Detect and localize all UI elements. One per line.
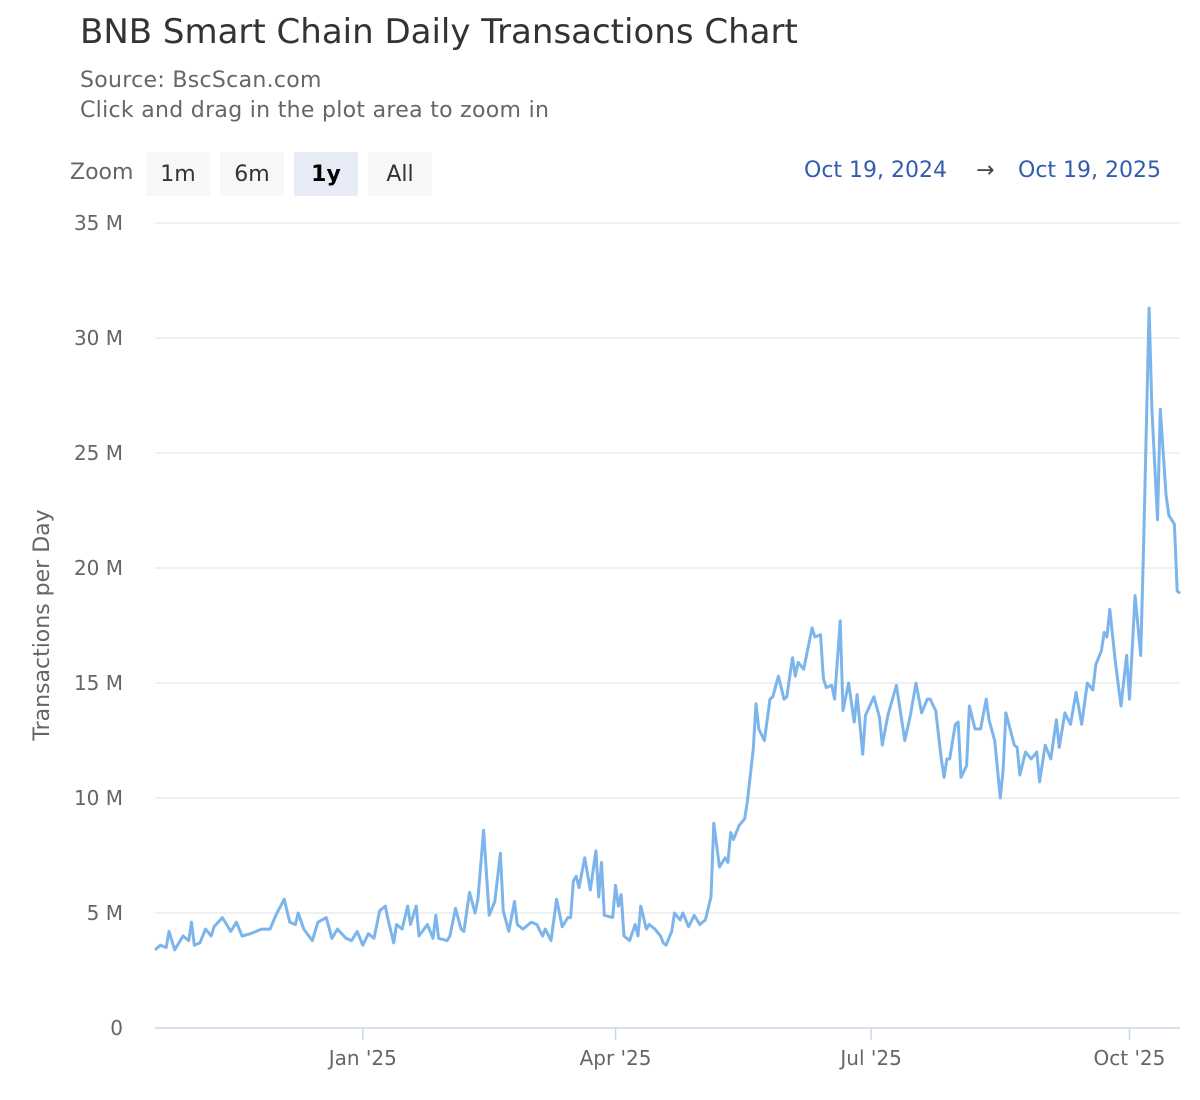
x-tick-label: Oct '25 [1094, 1046, 1166, 1070]
x-tick-label: Jul '25 [838, 1046, 901, 1070]
range-from-date[interactable]: Oct 19, 2024 [804, 158, 947, 183]
x-tick-label: Jan '25 [327, 1046, 397, 1070]
range-to-date[interactable]: Oct 19, 2025 [1018, 158, 1161, 183]
y-tick-label: 5 M [87, 901, 123, 925]
y-tick-label: 10 M [74, 786, 123, 810]
chart-title: BNB Smart Chain Daily Transactions Chart [80, 12, 798, 52]
y-tick-label: 15 M [74, 671, 123, 695]
y-tick-label: 20 M [74, 556, 123, 580]
zoom-1m-button[interactable]: 1m [146, 152, 210, 196]
zoom-label: Zoom [70, 160, 134, 185]
y-tick-label: 0 [110, 1016, 123, 1040]
zoom-hint: Click and drag in the plot area to zoom … [80, 98, 550, 123]
y-tick-label: 25 M [74, 441, 123, 465]
zoom-all-button[interactable]: All [368, 152, 432, 196]
y-tick-label: 30 M [74, 326, 123, 350]
range-arrow-icon: → [976, 158, 995, 183]
chart-subtitle: Source: BscScan.com [80, 68, 322, 93]
y-tick-label: 35 M [74, 211, 123, 235]
x-tick-label: Apr '25 [580, 1046, 652, 1070]
series-line [154, 306, 1181, 952]
zoom-1y-button[interactable]: 1y [294, 152, 358, 196]
zoom-6m-button[interactable]: 6m [220, 152, 284, 196]
y-axis-title: Transactions per Day [30, 509, 55, 741]
